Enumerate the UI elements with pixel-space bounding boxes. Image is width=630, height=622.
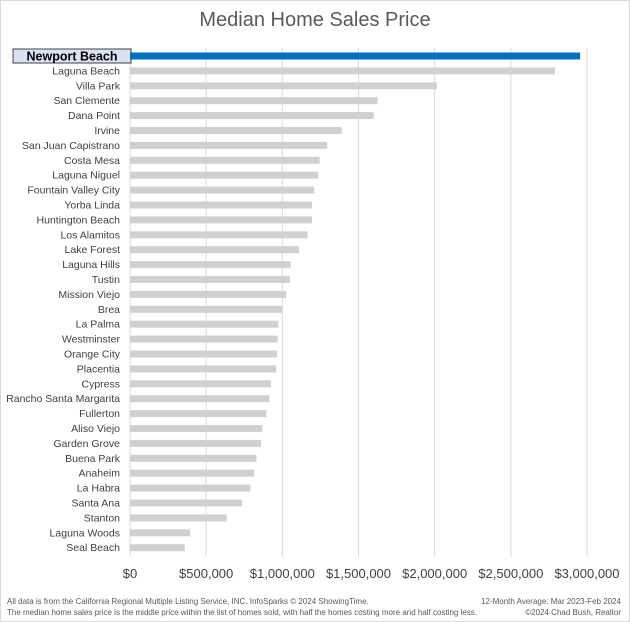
bar	[130, 231, 308, 239]
category-label: Lake Forest	[65, 244, 121, 256]
source-note: All data is from the California Regional…	[7, 597, 369, 606]
bar	[130, 156, 320, 164]
bar	[130, 67, 556, 75]
bar	[130, 127, 342, 134]
bar	[130, 261, 291, 269]
category-label: Fountain Valley City	[27, 185, 120, 197]
bar	[130, 410, 267, 418]
category-label: Huntington Beach	[37, 214, 121, 226]
bar	[130, 52, 581, 60]
category-label: La Palma	[76, 319, 121, 331]
bar	[130, 484, 251, 492]
bar	[130, 186, 315, 194]
period-note: 12-Month Average: Mar 2023-Feb 2024	[481, 597, 621, 606]
bar	[130, 171, 319, 179]
bar	[130, 380, 271, 388]
category-label: San Clemente	[53, 95, 120, 107]
category-label: Yorba Linda	[64, 200, 120, 212]
bar	[130, 499, 242, 507]
x-tick-label: $500,000	[179, 566, 233, 581]
category-label: Orange City	[64, 349, 121, 361]
bar	[130, 425, 263, 432]
x-tick-label: $3,000,000	[554, 566, 619, 581]
category-label: Placentia	[77, 363, 120, 375]
category-label: Mission Viejo	[58, 289, 120, 301]
category-label: Seal Beach	[66, 542, 120, 554]
bar	[130, 469, 255, 477]
x-tick-label: $2,500,000	[478, 566, 543, 581]
category-label: Anaheim	[79, 468, 121, 480]
category-label: Cypress	[81, 378, 120, 390]
category-label: Los Alamitos	[60, 229, 120, 241]
category-label: La Habra	[77, 483, 120, 495]
definition-note: The median home sales price is the middl…	[7, 608, 478, 617]
bar	[130, 365, 277, 373]
category-label: Buena Park	[65, 453, 121, 465]
category-label: Laguna Niguel	[52, 170, 120, 182]
bar	[130, 395, 270, 403]
category-label: Fullerton	[79, 408, 120, 420]
bar	[130, 290, 287, 298]
category-label: Laguna Beach	[52, 65, 120, 77]
category-label: Rancho Santa Margarita	[6, 393, 120, 405]
bar	[130, 544, 185, 552]
bar	[130, 112, 374, 120]
category-label: Dana Point	[68, 110, 120, 122]
bar	[130, 439, 262, 447]
chart-title: Median Home Sales Price	[199, 9, 431, 31]
bar	[130, 201, 313, 209]
x-tick-label: $0	[123, 566, 137, 581]
bar	[130, 97, 378, 105]
bar	[130, 141, 328, 149]
bar	[130, 514, 227, 522]
category-label: Brea	[98, 304, 120, 316]
category-label: Costa Mesa	[64, 155, 120, 167]
category-label: Stanton	[84, 512, 120, 524]
category-label: Villa Park	[76, 80, 121, 92]
category-label: Tustin	[92, 274, 120, 286]
copyright-note: ©2024 Chad Bush, Realtor	[525, 608, 621, 617]
bar-chart: $0 $500,000 $1,000,000 $1,500,000 $2,000,000…	[6, 48, 620, 581]
category-label: Laguna Hills	[62, 259, 120, 271]
bar	[130, 350, 278, 358]
x-tick-label: $1,500,000	[326, 566, 391, 581]
category-label: San Juan Capistrano	[22, 140, 120, 152]
bar	[130, 320, 279, 328]
bar	[130, 276, 290, 283]
category-label: Aliso Viejo	[71, 423, 120, 435]
bar	[130, 82, 437, 90]
category-label: Garden Grove	[53, 438, 120, 450]
category-label: Newport Beach	[27, 50, 118, 64]
category-label: Irvine	[94, 125, 120, 137]
category-label: Santa Ana	[72, 498, 121, 510]
category-label: Laguna Woods	[50, 527, 120, 539]
category-label: Westminster	[62, 334, 121, 346]
bar	[130, 335, 278, 343]
bar	[130, 216, 313, 224]
x-tick-label: $1,000,000	[250, 566, 315, 581]
bar	[130, 529, 191, 537]
bar	[130, 246, 300, 254]
bar	[130, 305, 283, 313]
bar	[130, 454, 257, 462]
x-tick-label: $2,000,000	[402, 566, 467, 581]
